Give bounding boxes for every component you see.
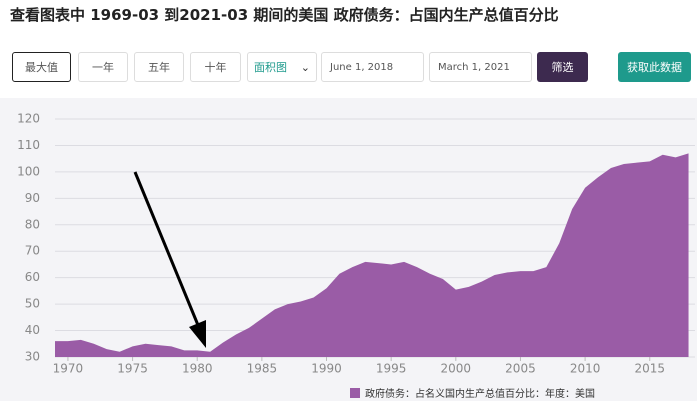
- y-tick-label: 100: [17, 164, 40, 178]
- range-button[interactable]: 一年: [78, 52, 128, 82]
- page-title: 查看图表中 1969-03 到2021-03 期间的美国 政府债务：占国内生产总…: [10, 6, 559, 24]
- start-date-input[interactable]: June 1, 2018: [321, 52, 424, 82]
- filter-button[interactable]: 筛选: [537, 52, 588, 82]
- x-tick-label: 1990: [311, 362, 342, 376]
- x-tick-label: 2010: [570, 362, 601, 376]
- y-tick-label: 80: [25, 217, 40, 231]
- range-button[interactable]: 五年: [134, 52, 184, 82]
- x-tick-label: 2000: [441, 362, 472, 376]
- y-tick-label: 50: [25, 297, 40, 311]
- range-button[interactable]: 十年: [190, 52, 241, 82]
- select-value: 面积图: [254, 61, 287, 74]
- x-tick-label: 1975: [117, 362, 148, 376]
- area: [55, 153, 689, 357]
- end-date-input[interactable]: March 1, 2021: [429, 52, 532, 82]
- x-tick-label: 1995: [376, 362, 407, 376]
- get-data-button[interactable]: 获取此数据: [618, 52, 691, 82]
- y-tick-label: 90: [25, 191, 40, 205]
- chart: 30 40 50 60 70 80 90 100 110 120 1970 1975 1980 1985 1…: [0, 98, 697, 401]
- y-tick-label: 30: [25, 350, 40, 364]
- x-tick-label: 2005: [505, 362, 536, 376]
- x-tick-label: 1985: [247, 362, 278, 376]
- arrow-shaft: [133, 171, 202, 331]
- chart-type-select[interactable]: 面积图 ⌄: [247, 52, 317, 82]
- y-tick-label: 40: [25, 323, 40, 337]
- legend-swatch: [350, 388, 360, 398]
- y-tick-label: 60: [25, 270, 40, 284]
- x-tick-label: 1980: [182, 362, 213, 376]
- chevron: ⌄: [300, 60, 310, 74]
- arrow-head: [189, 320, 206, 348]
- y-tick-label: 110: [17, 138, 40, 152]
- y-tick-label: 120: [17, 112, 40, 126]
- range-button[interactable]: 最大值: [12, 52, 71, 82]
- legend-label: 政府债务：占名义国内生产总值百分比：年度：美国: [365, 387, 595, 400]
- x-tick-label: 1970: [53, 362, 84, 376]
- y-tick-label: 70: [25, 244, 40, 258]
- x-tick-label: 2015: [634, 362, 665, 376]
